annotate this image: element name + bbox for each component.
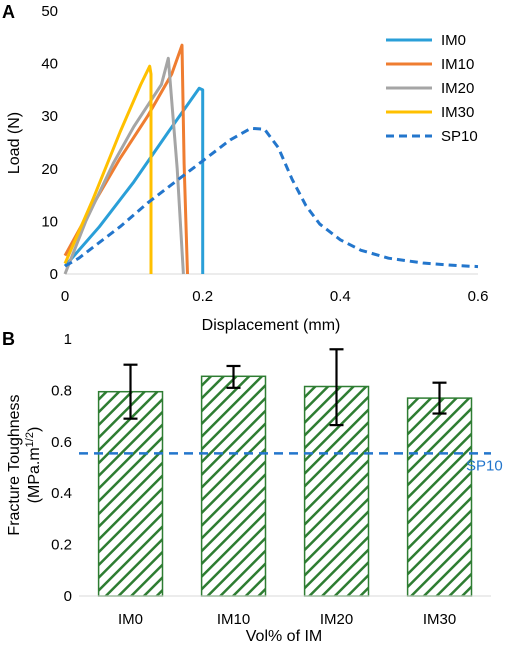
panel-a-ytick-labels: 0 10 20 30 40 50 [41, 3, 58, 283]
category-label-im0: IM0 [118, 611, 143, 628]
legend-label-im30: IM30 [441, 104, 474, 121]
errorbar-im30 [432, 381, 447, 415]
legend-label-im0: IM0 [441, 32, 466, 49]
legend-label-sp10: SP10 [441, 128, 478, 145]
panel-a-ytick-label: 30 [41, 108, 58, 125]
legend-label-im10: IM10 [441, 56, 474, 73]
category-label-im30: IM30 [423, 611, 456, 628]
panel-a-ytick-label: 10 [41, 213, 58, 230]
panel-a-xtick-labels: 0 0.2 0.4 0.6 [61, 288, 489, 305]
panel-b-label: B [2, 329, 15, 349]
panel-b-ytick-label: 0.2 [51, 537, 72, 554]
bar-im30 [406, 397, 473, 597]
panel-a-series [63, 43, 479, 275]
panel-b-ytick-label: 0.6 [51, 434, 72, 451]
panel-a-xtick-label: 0.4 [330, 288, 351, 305]
panel-b-ytick-label: 1 [64, 331, 72, 348]
series-line-im20 [63, 56, 185, 275]
errorbar-im0 [123, 363, 138, 420]
category-label-im20: IM20 [320, 611, 353, 628]
bar-im0 [97, 390, 164, 597]
panel-a-ytick-label: 0 [50, 266, 58, 283]
panel-a-ytick-label: 50 [41, 3, 58, 20]
panel-b-ytick-labels: 0 0.2 0.4 0.6 0.8 1 [51, 331, 72, 605]
series-line-im30 [63, 64, 153, 274]
legend-label-im20: IM20 [441, 80, 474, 97]
panel-b-reference: SP10 [79, 452, 503, 474]
panel-a-label: A [2, 2, 15, 22]
panel-b-errorbars [123, 348, 447, 427]
series-line-im0 [63, 86, 205, 274]
panel-b: B 0 0.2 0.4 0.6 0.8 1 SP10 IM0 IM10 IM20 IM30 Vo… [2, 329, 503, 645]
panel-a-ytick-label: 20 [41, 161, 58, 178]
category-label-im10: IM10 [217, 611, 250, 628]
panel-a: A 0 10 20 30 40 50 0 0.2 0.4 0.6 Displacement (m… [2, 2, 488, 334]
panel-a-xlabel: Displacement (mm) [202, 317, 341, 334]
bar-im10 [200, 375, 267, 597]
errorbar-im20 [329, 348, 344, 427]
panel-a-ytick-label: 40 [41, 56, 58, 73]
panel-b-xlabel: Vol% of IM [246, 628, 322, 645]
errorbar-im10 [226, 364, 241, 389]
panel-b-category-labels: IM0 IM10 IM20 IM30 [118, 611, 456, 628]
panel-a-xtick-label: 0 [61, 288, 69, 305]
sp10-reference-label: SP10 [466, 457, 503, 474]
panel-a-legend: IM0 IM10 IM20 IM30 SP10 [386, 32, 478, 145]
panel-b-ytick-label: 0.8 [51, 382, 72, 399]
panel-b-ytick-label: 0.4 [51, 485, 72, 502]
panel-a-xtick-label: 0.6 [468, 288, 489, 305]
panel-b-ylabel-line1: Fracture Toughness [6, 394, 23, 535]
panel-a-ylabel: Load (N) [6, 112, 23, 174]
panel-b-ytick-label: 0 [64, 588, 72, 605]
panel-b-bars [97, 375, 473, 597]
panel-a-xtick-label: 0.2 [192, 288, 213, 305]
panel-b-ylabel-line2: (MPa.m1/2) [24, 427, 43, 504]
